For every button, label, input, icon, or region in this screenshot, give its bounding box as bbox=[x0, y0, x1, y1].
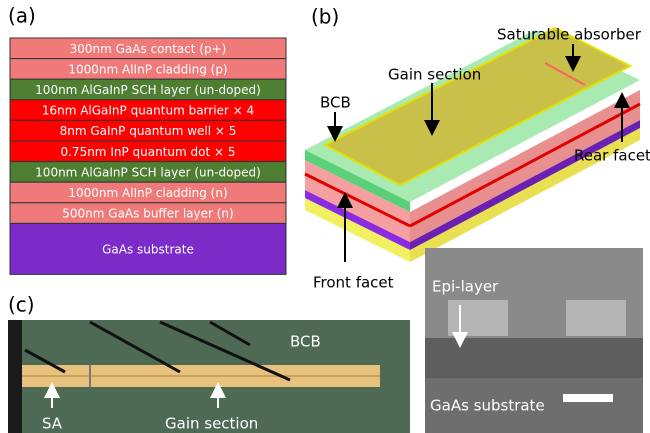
annotation: GaAs substrate bbox=[430, 397, 545, 415]
annotation: SA bbox=[42, 415, 63, 433]
layer-label: 1000nm AlInP cladding (p) bbox=[68, 62, 227, 76]
layer-label: 8nm GaInP quantum well × 5 bbox=[60, 124, 237, 138]
panel-label: (c) bbox=[8, 293, 35, 317]
panel-label: (a) bbox=[8, 4, 36, 28]
layer-label: 100nm AlGaInP SCH layer (un-doped) bbox=[35, 165, 261, 179]
device-3d bbox=[304, 26, 641, 262]
annotation: Front facet bbox=[313, 274, 394, 292]
annotation: Rear facet bbox=[574, 147, 650, 165]
micrograph bbox=[8, 320, 410, 433]
annotation: BCB bbox=[290, 333, 321, 351]
annotation: Epi-layer bbox=[432, 278, 499, 296]
layer-label: 1000nm AlInP cladding (n) bbox=[68, 186, 227, 200]
layer-label: 300nm GaAs contact (p+) bbox=[70, 42, 227, 56]
layer bbox=[9, 222, 287, 275]
annotation: Gain section bbox=[165, 415, 258, 433]
annotation: Gain section bbox=[388, 66, 481, 84]
layer-label: 16nm AlGaInP quantum barrier × 4 bbox=[42, 104, 254, 118]
layer-label: GaAs substrate bbox=[102, 242, 194, 256]
layer-label: 500nm GaAs buffer layer (n) bbox=[62, 207, 233, 221]
annotation: BCB bbox=[320, 94, 351, 112]
panel-label: (b) bbox=[311, 5, 339, 29]
layer-label: 0.75nm InP quantum dot × 5 bbox=[60, 145, 235, 159]
layer-label: 100nm AlGaInP SCH layer (un-doped) bbox=[35, 83, 261, 97]
layer-stack: 300nm GaAs contact (p+) 1000nm AlInP clad… bbox=[9, 37, 287, 275]
annotation: Saturable absorber bbox=[497, 26, 642, 44]
